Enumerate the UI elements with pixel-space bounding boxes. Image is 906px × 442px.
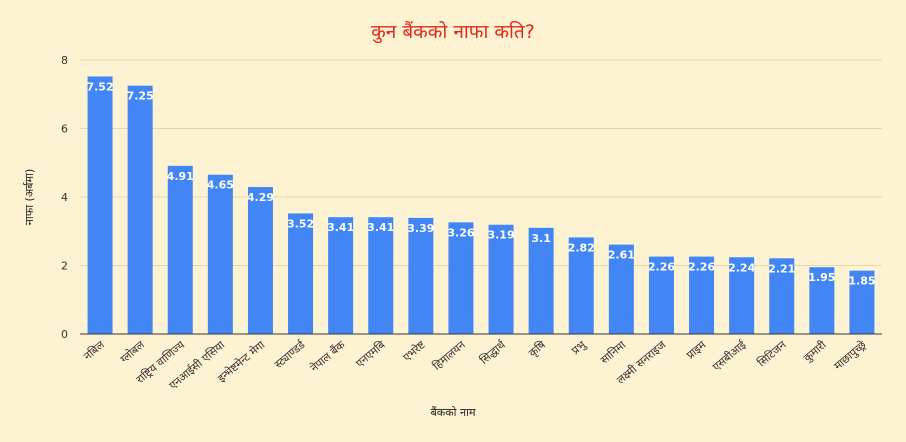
x-tick-label: नबिल — [81, 338, 107, 363]
bar — [689, 256, 715, 334]
x-tick-label: सिद्धार्थ — [477, 338, 508, 367]
data-label: 1.95 — [808, 271, 835, 284]
x-tick-label: प्रभु — [569, 338, 589, 358]
data-label: 4.29 — [247, 191, 274, 204]
x-tick-label: ग्लोबल — [118, 338, 148, 366]
x-tick-label: स्ट्याण्डर्ड — [272, 338, 308, 371]
bar — [729, 257, 755, 334]
data-label: 3.26 — [447, 226, 474, 239]
x-axis-title: बैंकको नाम — [430, 406, 476, 419]
bar — [568, 237, 594, 334]
y-tick-label: 2 — [61, 260, 68, 273]
bar — [608, 244, 634, 334]
y-tick-label: 0 — [61, 328, 68, 341]
bar — [288, 213, 314, 334]
x-tick-label: एसबीआई — [710, 338, 749, 374]
x-tick-label: सिटिजन — [755, 338, 789, 370]
data-label: 7.52 — [86, 80, 113, 93]
bar — [528, 227, 554, 334]
bar — [127, 85, 153, 334]
data-label: 2.21 — [768, 262, 795, 275]
x-tick-label: एभरेष्ट — [400, 338, 428, 364]
y-tick-label: 4 — [61, 191, 68, 204]
bar — [368, 217, 394, 334]
data-label: 2.26 — [688, 261, 715, 274]
data-label: 7.25 — [127, 90, 154, 103]
data-label: 3.41 — [367, 221, 394, 234]
bar — [448, 222, 474, 334]
data-label: 2.24 — [728, 261, 755, 274]
x-tick-label: कुमारी — [801, 338, 829, 364]
x-tick-label: सानिमा — [598, 338, 628, 366]
bar — [809, 267, 835, 334]
y-axis-title: नाफा (अर्बमा) — [23, 169, 36, 225]
bar — [167, 165, 193, 334]
data-label: 3.52 — [287, 217, 314, 230]
y-tick-label: 6 — [61, 123, 68, 136]
data-label: 3.19 — [487, 229, 514, 242]
bar — [769, 258, 795, 334]
data-label: 3.1 — [531, 232, 551, 245]
x-tick-label: एनएमबि — [353, 338, 388, 370]
y-tick-label: 8 — [61, 54, 68, 67]
bar — [849, 270, 875, 334]
data-label: 3.41 — [327, 221, 354, 234]
data-label: 3.39 — [407, 222, 434, 235]
bar — [328, 217, 354, 334]
bar — [408, 217, 434, 334]
chart-title: कुन बैंकको नाफा कति? — [371, 21, 535, 43]
x-tick-label: कृषि — [526, 338, 548, 360]
data-label: 4.65 — [207, 179, 234, 192]
bar — [207, 174, 233, 334]
data-label: 1.85 — [848, 275, 875, 288]
data-label: 4.91 — [167, 170, 194, 183]
bar — [247, 187, 273, 334]
x-tick-label: माछापुच्छ्रे — [831, 338, 869, 373]
bar — [488, 224, 514, 334]
bar — [87, 76, 113, 334]
data-label: 2.61 — [608, 249, 635, 262]
x-tick-label: नेपाल बैंक — [308, 338, 348, 375]
data-label: 2.26 — [648, 261, 675, 274]
bar — [648, 256, 674, 334]
x-tick-label: प्राइम — [684, 338, 709, 362]
data-label: 2.82 — [568, 241, 595, 254]
x-tick-label: हिमालयन — [430, 338, 468, 373]
